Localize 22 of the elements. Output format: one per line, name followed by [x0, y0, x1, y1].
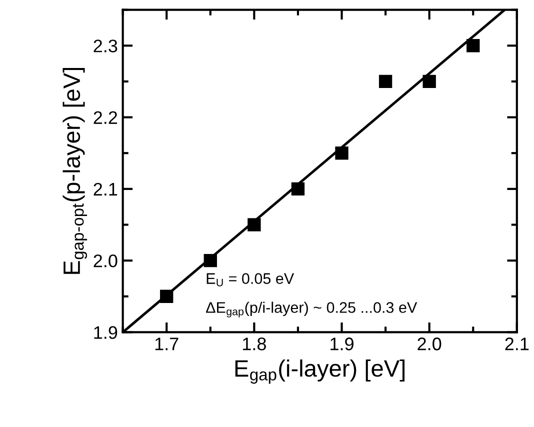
- point: [248, 218, 261, 232]
- point: [466, 39, 480, 52]
- y-tick-label: 2.3: [94, 40, 118, 52]
- point: [378, 74, 392, 88]
- x-tick-label: 2.1: [505, 338, 529, 350]
- y-axis-title: E$_{gap-opt}$(p-layer) [eV]: [62, 68, 88, 274]
- y-tick-label: 2.1: [94, 182, 118, 196]
- annotation: ΔE$_{gap}$(p/i-layer) ~ 0.25 ...0.3 eV: [206, 302, 418, 318]
- x-axis-title: E$_{gap}$(i-layer) [eV]: [235, 359, 405, 384]
- x-tick-label: 1.9: [330, 338, 354, 350]
- point: [422, 74, 436, 88]
- x-tick-label: 1.8: [243, 338, 266, 350]
- point: [335, 146, 348, 160]
- point: [160, 290, 174, 303]
- x-tick-label: 1.7: [155, 338, 178, 350]
- annotation: E$_{U}$ = 0.05 eV: [206, 273, 294, 286]
- point: [204, 254, 217, 268]
- y-tick-label: 2.0: [94, 254, 118, 268]
- y-tick-label: 1.9: [94, 326, 118, 339]
- point: [291, 182, 305, 196]
- x-tick-label: 2.0: [418, 338, 442, 350]
- y-tick-label: 2.2: [94, 111, 118, 124]
